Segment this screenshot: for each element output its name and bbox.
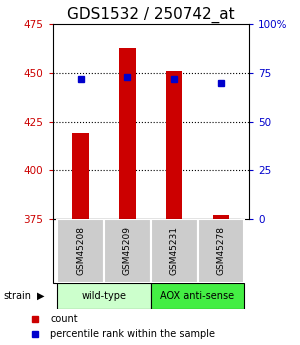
Bar	[104, 219, 151, 283]
Bar	[72, 133, 89, 219]
Text: strain: strain	[3, 291, 31, 301]
Bar	[166, 71, 182, 219]
Text: GSM45231: GSM45231	[169, 226, 178, 276]
Bar	[213, 215, 229, 219]
Bar	[57, 283, 151, 309]
Text: ▶: ▶	[37, 291, 44, 301]
Text: GSM45209: GSM45209	[123, 226, 132, 276]
Text: GSM45208: GSM45208	[76, 226, 85, 276]
Text: GSM45278: GSM45278	[216, 226, 225, 276]
Title: GDS1532 / 250742_at: GDS1532 / 250742_at	[67, 7, 235, 23]
Bar	[151, 219, 197, 283]
Text: wild-type: wild-type	[82, 291, 127, 301]
Bar	[119, 48, 136, 219]
Bar	[151, 283, 244, 309]
Text: count: count	[50, 314, 78, 324]
Text: percentile rank within the sample: percentile rank within the sample	[50, 329, 215, 339]
Text: AOX anti-sense: AOX anti-sense	[160, 291, 235, 301]
Bar	[57, 219, 104, 283]
Bar	[197, 219, 244, 283]
